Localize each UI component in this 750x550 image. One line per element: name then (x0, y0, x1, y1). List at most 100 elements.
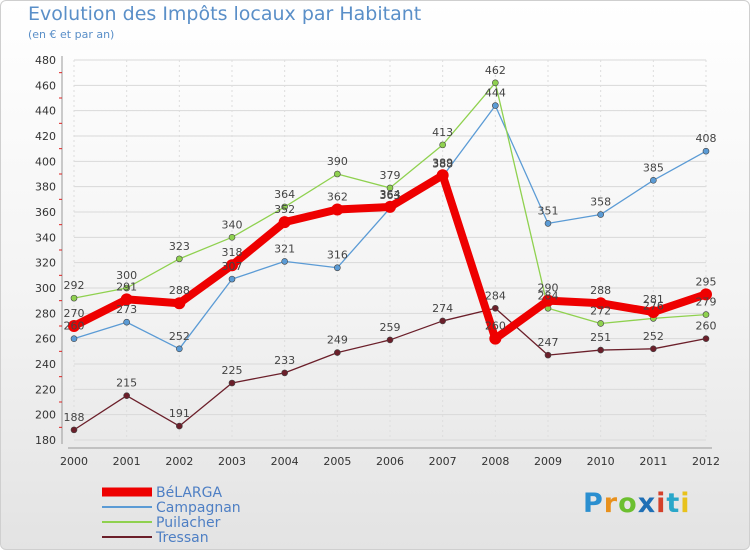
data-label-tressan: 274 (432, 302, 453, 315)
data-label-tressan: 252 (643, 330, 664, 343)
x-tick-label: 2000 (60, 455, 88, 468)
data-label-campagnan: 273 (116, 303, 137, 316)
y-tick-label: 340 (35, 231, 56, 244)
data-label-b-larga: 291 (116, 280, 137, 293)
data-point-campagnan (597, 211, 604, 218)
data-label-b-larga: 281 (643, 293, 664, 306)
data-point-tressan (439, 317, 446, 325)
y-tick-label: 380 (35, 181, 56, 194)
data-point-b-larga (436, 169, 449, 182)
data-label-tressan: 249 (327, 334, 348, 347)
data-label-b-larga: 352 (274, 203, 295, 216)
data-label-tressan: 259 (380, 321, 401, 334)
data-point-puilacher (334, 170, 341, 178)
data-label-puilacher: 292 (64, 279, 85, 292)
data-point-campagnan (281, 258, 288, 265)
data-point-campagnan (123, 318, 130, 326)
data-label-campagnan: 444 (485, 87, 506, 100)
data-point-tressan (281, 369, 288, 377)
data-label-tressan: 247 (538, 336, 559, 349)
data-label-campagnan: 388 (432, 158, 453, 171)
y-tick-label: 240 (35, 358, 56, 371)
data-point-tressan (228, 379, 236, 387)
data-label-campagnan: 316 (327, 249, 348, 262)
chart-title: Evolution des Impôts locaux par Habitant (28, 3, 422, 25)
data-point-campagnan (544, 220, 552, 227)
x-tick-label: 2005 (323, 455, 351, 468)
data-label-b-larga: 364 (380, 188, 401, 201)
data-point-puilacher (176, 255, 183, 263)
y-tick-label: 400 (35, 155, 56, 168)
legend-label: Puilacher (156, 515, 221, 531)
data-label-puilacher: 323 (169, 240, 190, 253)
data-label-tressan: 251 (590, 331, 611, 344)
chart-subtitle: (en € et par an) (28, 28, 115, 41)
data-label-tressan: 260 (696, 320, 717, 333)
logo-letter: r (603, 488, 619, 519)
x-tick-label: 2006 (376, 455, 404, 468)
data-point-puilacher (228, 234, 236, 241)
data-label-b-larga: 389 (432, 156, 453, 169)
data-label-tressan: 284 (485, 289, 506, 302)
data-label-b-larga: 318 (222, 246, 243, 259)
data-point-b-larga (120, 293, 133, 306)
data-label-tressan: 225 (222, 364, 243, 377)
data-label-campagnan: 307 (222, 260, 243, 273)
y-tick-label: 220 (35, 383, 56, 396)
data-label-b-larga: 260 (485, 320, 506, 333)
x-tick-label: 2011 (639, 455, 667, 468)
data-point-tressan (334, 349, 341, 356)
x-tick-label: 2007 (429, 455, 457, 468)
series-line-campagnan (73, 104, 707, 350)
data-point-campagnan (334, 264, 341, 272)
data-point-tressan (650, 345, 657, 353)
data-label-b-larga: 362 (327, 190, 348, 203)
x-tick-label: 2004 (271, 455, 299, 468)
data-point-b-larga (278, 216, 291, 229)
data-point-tressan (597, 346, 604, 354)
data-point-campagnan (70, 335, 78, 342)
data-label-campagnan: 321 (274, 242, 295, 255)
data-label-tressan: 233 (274, 354, 295, 367)
data-point-puilacher (702, 311, 710, 318)
logo-letter: x (637, 488, 657, 519)
legend-label: BéLARGA (156, 485, 222, 501)
logo-letter: i (680, 488, 691, 519)
data-point-b-larga (542, 294, 554, 307)
x-tick-label: 2010 (587, 455, 615, 468)
data-label-b-larga: 295 (696, 275, 717, 288)
y-tick-label: 320 (35, 257, 56, 270)
x-tick-label: 2012 (692, 455, 720, 468)
data-point-puilacher (386, 184, 394, 192)
data-point-campagnan (492, 102, 499, 109)
y-tick-label: 460 (35, 79, 56, 92)
data-label-b-larga: 288 (590, 284, 611, 297)
data-label-puilacher: 279 (696, 296, 717, 309)
data-label-puilacher: 340 (222, 218, 243, 231)
y-tick-label: 260 (35, 333, 56, 346)
data-label-puilacher: 390 (327, 155, 348, 168)
data-label-puilacher: 462 (485, 64, 506, 77)
logo-letter: o (618, 488, 638, 519)
data-label-campagnan: 351 (538, 204, 559, 217)
y-tick-label: 360 (35, 206, 56, 219)
data-label-tressan: 188 (64, 411, 85, 424)
data-point-b-larga (489, 332, 502, 345)
data-label-puilacher: 276 (643, 299, 664, 312)
data-point-b-larga (594, 297, 607, 310)
data-label-campagnan: 385 (643, 161, 664, 174)
data-point-b-larga (68, 320, 80, 332)
x-tick-label: 2008 (481, 455, 509, 468)
data-point-tressan (492, 304, 499, 312)
y-tick-label: 440 (35, 105, 56, 118)
data-point-puilacher (597, 320, 604, 327)
logo-letter: t (666, 488, 681, 519)
data-point-puilacher (492, 79, 499, 87)
data-point-tressan (123, 392, 130, 399)
data-point-puilacher (123, 284, 130, 292)
y-tick-label: 200 (35, 409, 56, 422)
data-label-tressan: 215 (116, 377, 137, 390)
data-point-tressan (70, 426, 78, 434)
data-point-puilacher (70, 294, 78, 302)
